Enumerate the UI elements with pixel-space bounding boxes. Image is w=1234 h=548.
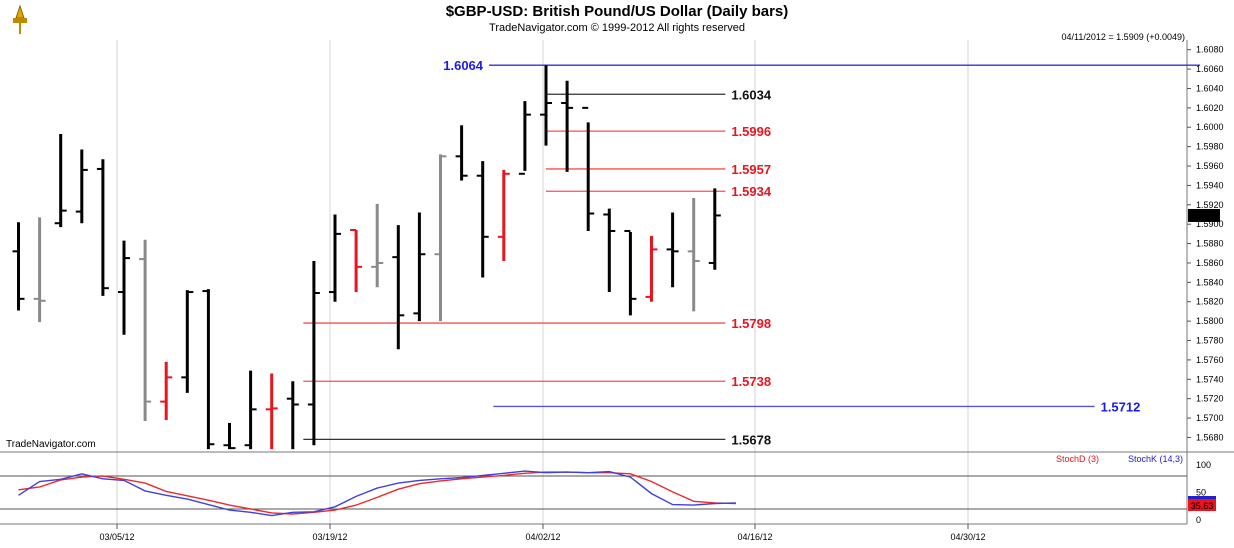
ohlc-bar [181, 290, 194, 393]
price-tick-label: 1.5940 [1196, 180, 1224, 190]
level-label: 1.5957 [731, 162, 771, 177]
level-label: 1.5798 [731, 316, 771, 331]
stoch-d-value-marker: 35.63 [1188, 496, 1216, 511]
date-tick-label: 03/05/12 [99, 532, 134, 542]
ohlc-bar [75, 149, 88, 224]
svg-text:1.5909: 1.5909 [1190, 211, 1218, 221]
date-tick-label: 04/02/12 [525, 532, 560, 542]
date-tick-label: 03/19/12 [312, 532, 347, 542]
legend-stoch-d: StochD (3) [1056, 454, 1099, 464]
ohlc-bar [139, 239, 152, 421]
price-tick-label: 1.5740 [1196, 374, 1224, 384]
level-label: 1.5996 [731, 124, 771, 139]
legend-stoch-k: StochK (14,3) [1128, 454, 1183, 464]
ohlc-bar [118, 240, 130, 335]
ohlc-bar [582, 106, 595, 231]
horizontal-levels: 1.6064 1.6034 1.5996 1.5957 1.5934 1.5798 1.57… [303, 58, 1201, 447]
trade-navigator-logo-icon [13, 4, 27, 34]
ohlc-bars [12, 65, 721, 450]
chart-copyright: TradeNavigator.com © 1999-2012 All right… [489, 22, 745, 34]
ohlc-bar [708, 188, 721, 270]
level-label: 1.5934 [731, 184, 772, 199]
ohlc-bar [497, 169, 510, 262]
stochastic-lines [0, 470, 1187, 517]
ohlc-bar [413, 212, 426, 322]
stoch-k-line [18, 470, 736, 517]
price-tick-label: 1.5720 [1196, 394, 1224, 404]
ohlc-bar [666, 212, 679, 288]
price-tick-label: 1.5800 [1196, 316, 1224, 326]
ohlc-bar [476, 161, 489, 278]
last-price-info: 04/11/2012 = 1.5909 (+0.0049) [1062, 32, 1185, 42]
ohlc-bar [33, 217, 46, 323]
level-label: 1.5678 [731, 432, 771, 447]
ohlc-bar [645, 235, 658, 302]
ohlc-bar [518, 101, 531, 175]
stoch-d-line [18, 471, 736, 515]
level-label: 1.6064 [443, 58, 484, 73]
ohlc-bar [244, 370, 257, 450]
stochastic-panel [0, 451, 1234, 525]
ohlc-bar [687, 198, 700, 312]
stoch-tick-label: 50 [1196, 488, 1206, 498]
level-label: 1.6034 [731, 87, 772, 102]
ohlc-bar [392, 225, 405, 350]
last-price-marker: 1.5909 [1188, 208, 1220, 222]
ohlc-bar [160, 361, 173, 421]
price-axis: 1.6080 1.6060 1.6040 1.6020 1.6000 1.5980 1.59… [1187, 45, 1224, 442]
ohlc-bar [603, 208, 616, 293]
ohlc-bar [434, 154, 447, 322]
price-tick-label: 1.6080 [1196, 45, 1224, 55]
ohlc-bar [286, 381, 299, 450]
price-tick-label: 1.6000 [1196, 122, 1224, 132]
watermark: TradeNavigator.com [6, 439, 96, 450]
ohlc-bar [371, 203, 384, 288]
price-tick-label: 1.6060 [1196, 64, 1224, 74]
price-tick-label: 1.5700 [1196, 413, 1224, 423]
ohlc-bar [12, 222, 25, 311]
stochastic-axis: 100 50 0 [1196, 460, 1211, 525]
price-tick-label: 1.5960 [1196, 161, 1224, 171]
ohlc-bar [350, 229, 363, 293]
level-label: 1.5712 [1101, 399, 1141, 414]
price-tick-label: 1.5820 [1196, 297, 1224, 307]
ohlc-bar [540, 65, 552, 146]
price-tick-label: 1.5860 [1196, 258, 1224, 268]
ohlc-bar [624, 229, 637, 316]
chart-title: $GBP-USD: British Pound/US Dollar (Daily… [446, 3, 789, 20]
price-tick-label: 1.5980 [1196, 142, 1224, 152]
price-tick-label: 1.5680 [1196, 432, 1224, 442]
ohlc-bar [265, 373, 278, 450]
ohlc-bar [307, 261, 320, 446]
date-tick-label: 04/16/12 [737, 532, 772, 542]
price-tick-label: 1.5880 [1196, 239, 1224, 249]
stoch-tick-label: 100 [1196, 460, 1211, 470]
stoch-tick-label: 0 [1196, 515, 1201, 525]
price-tick-label: 1.5900 [1196, 219, 1224, 229]
svg-text:35.63: 35.63 [1191, 501, 1214, 511]
grid [116, 40, 969, 524]
date-axis: 03/05/12 03/19/12 04/02/12 04/16/12 04/30/12 [99, 524, 986, 542]
ohlc-bar [54, 134, 67, 228]
price-tick-label: 1.5920 [1196, 200, 1224, 210]
ohlc-bar [223, 422, 236, 450]
price-tick-label: 1.6040 [1196, 83, 1224, 93]
price-tick-label: 1.5760 [1196, 355, 1224, 365]
ohlc-bar [202, 289, 215, 450]
price-tick-label: 1.6020 [1196, 103, 1224, 113]
ohlc-bar [96, 159, 109, 296]
ohlc-bar [455, 125, 468, 181]
price-tick-label: 1.5840 [1196, 277, 1224, 287]
ohlc-bar [561, 80, 574, 172]
price-tick-label: 1.5780 [1196, 336, 1224, 346]
level-label: 1.5738 [731, 374, 771, 389]
ohlc-bar [329, 214, 341, 302]
date-tick-label: 04/30/12 [950, 532, 985, 542]
